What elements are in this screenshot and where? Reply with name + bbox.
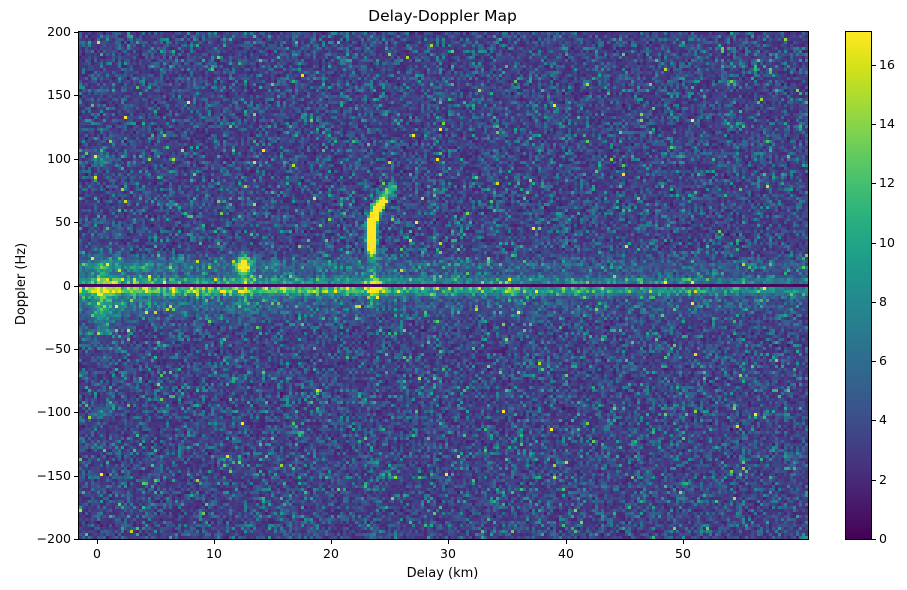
colorbar-tick-mark — [872, 65, 876, 66]
heatmap-plot-area — [78, 31, 809, 540]
y-tick-label: −50 — [44, 341, 71, 356]
colorbar-tick-mark — [872, 420, 876, 421]
colorbar-tick-mark — [872, 183, 876, 184]
colorbar-tick-label: 8 — [879, 294, 887, 309]
x-tick-mark — [683, 540, 684, 544]
y-tick-label: −200 — [36, 531, 71, 546]
colorbar-tick-label: 4 — [879, 412, 887, 427]
x-tick-mark — [214, 540, 215, 544]
colorbar-tick-mark — [872, 539, 876, 540]
x-axis-label: Delay (km) — [406, 566, 479, 581]
y-tick-label: 0 — [63, 278, 71, 293]
colorbar-tick-mark — [872, 361, 876, 362]
y-tick-mark — [74, 32, 78, 33]
colorbar-tick-label: 14 — [879, 116, 895, 131]
y-tick-mark — [74, 476, 78, 477]
colorbar-tick-mark — [872, 124, 876, 125]
colorbar-tick-label: 0 — [879, 531, 887, 546]
x-tick-mark — [448, 540, 449, 544]
y-tick-label: 50 — [55, 214, 71, 229]
x-tick-mark — [566, 540, 567, 544]
colorbar-tick-mark — [872, 243, 876, 244]
y-tick-mark — [74, 349, 78, 350]
y-tick-label: 100 — [47, 151, 71, 166]
x-tick-label: 30 — [440, 546, 456, 561]
colorbar-tick-mark — [872, 302, 876, 303]
colorbar-tick-label: 16 — [879, 57, 895, 72]
y-tick-label: −100 — [36, 404, 71, 419]
y-tick-mark — [74, 222, 78, 223]
page-title: Delay-Doppler Map — [368, 7, 517, 25]
y-tick-mark — [74, 539, 78, 540]
colorbar-tick-mark — [872, 480, 876, 481]
colorbar-tick-label: 6 — [879, 353, 887, 368]
delay-doppler-heatmap-canvas — [79, 32, 808, 539]
x-tick-label: 0 — [93, 546, 101, 561]
y-tick-label: 200 — [47, 24, 71, 39]
y-tick-mark — [74, 95, 78, 96]
y-tick-label: −150 — [36, 468, 71, 483]
x-tick-mark — [97, 540, 98, 544]
x-tick-label: 20 — [323, 546, 339, 561]
colorbar-tick-label: 10 — [879, 235, 895, 250]
x-tick-label: 40 — [558, 546, 574, 561]
x-tick-mark — [331, 540, 332, 544]
x-tick-label: 50 — [675, 546, 691, 561]
y-tick-mark — [74, 286, 78, 287]
colorbar-tick-label: 2 — [879, 472, 887, 487]
colorbar-gradient-canvas — [846, 32, 871, 539]
y-tick-label: 150 — [47, 87, 71, 102]
y-tick-mark — [74, 412, 78, 413]
colorbar-tick-label: 12 — [879, 175, 895, 190]
y-tick-mark — [74, 159, 78, 160]
x-tick-label: 10 — [206, 546, 222, 561]
colorbar — [845, 31, 872, 540]
